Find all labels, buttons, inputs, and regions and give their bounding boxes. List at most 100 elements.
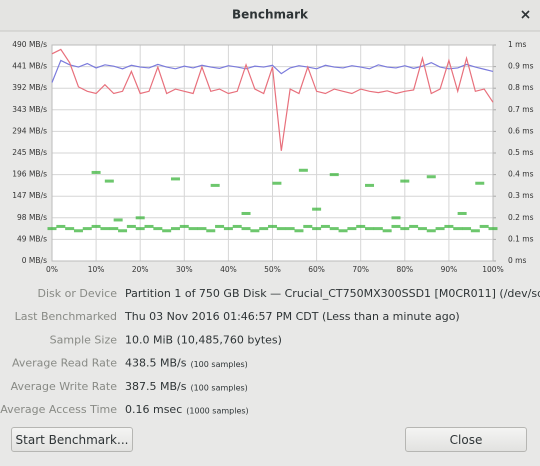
access-time-point bbox=[373, 227, 383, 231]
detail-value: 387.5 MB/s bbox=[125, 380, 187, 393]
access-time-point bbox=[215, 224, 225, 228]
detail-label: Disk or Device bbox=[38, 287, 118, 300]
x-tick-label: 80% bbox=[396, 265, 413, 274]
access-time-point bbox=[488, 227, 498, 231]
x-tick-label: 40% bbox=[220, 265, 237, 274]
access-time-point bbox=[276, 227, 286, 231]
access-time-point bbox=[91, 170, 101, 174]
access-time-point bbox=[409, 224, 419, 228]
access-time-point bbox=[188, 227, 198, 231]
y-tick-label: 0 MB/s bbox=[22, 256, 47, 265]
detail-label: Last Benchmarked bbox=[15, 310, 117, 323]
detail-value: 438.5 MB/s bbox=[125, 357, 187, 370]
access-time-point bbox=[298, 168, 308, 172]
access-time-point bbox=[100, 227, 110, 231]
detail-value: Thu 03 Nov 2016 01:46:57 PM CDT (Less th… bbox=[124, 310, 460, 323]
access-time-point bbox=[144, 224, 154, 228]
title-bar bbox=[0, 0, 540, 31]
access-time-point bbox=[400, 179, 410, 183]
access-time-point bbox=[73, 229, 83, 233]
access-time-point bbox=[426, 175, 436, 179]
detail-note: (1000 samples) bbox=[186, 407, 248, 416]
window-title: Benchmark bbox=[232, 8, 309, 22]
x-tick-label: 90% bbox=[441, 265, 458, 274]
y-tick-label: 294 MB/s bbox=[12, 126, 47, 135]
y2-tick-label: 0.4 ms bbox=[508, 170, 534, 179]
details: Disk or Device Partition 1 of 750 GB Disk… bbox=[0, 287, 540, 416]
detail-value: 10.0 MiB (10,485,760 bytes) bbox=[125, 333, 282, 346]
access-time-point bbox=[179, 224, 189, 228]
access-time-point bbox=[365, 227, 375, 231]
line-series bbox=[51, 48, 494, 151]
y-tick-label: 98 MB/s bbox=[17, 213, 47, 222]
access-time-point bbox=[303, 224, 313, 228]
y-tick-label: 245 MB/s bbox=[12, 148, 47, 157]
close-button[interactable]: Close bbox=[405, 427, 527, 452]
close-icon[interactable] bbox=[521, 10, 530, 19]
access-time-point bbox=[241, 227, 251, 231]
access-time-point bbox=[153, 227, 163, 231]
access-time-point bbox=[329, 227, 339, 231]
access-time-point bbox=[135, 227, 145, 231]
x-tick-label: 30% bbox=[176, 265, 193, 274]
access-time-point bbox=[65, 227, 75, 231]
access-time-point bbox=[479, 224, 489, 228]
y2-tick-label: 1 ms bbox=[508, 40, 526, 49]
access-time-point bbox=[470, 229, 480, 233]
y-tick-label: 343 MB/s bbox=[12, 105, 47, 114]
plot-frame bbox=[51, 44, 494, 262]
access-time-point bbox=[126, 224, 136, 228]
access-time-point bbox=[82, 227, 92, 231]
y-tick-label: 490 MB/s bbox=[12, 40, 47, 49]
access-time-point bbox=[453, 227, 463, 231]
access-time-point bbox=[444, 224, 454, 228]
y-tick-label: 392 MB/s bbox=[12, 83, 47, 92]
access-time-point bbox=[272, 181, 282, 185]
access-time-point bbox=[47, 227, 57, 231]
access-time-point bbox=[391, 216, 401, 220]
access-time-point bbox=[118, 229, 128, 233]
detail-note: (100 samples) bbox=[190, 360, 247, 369]
access-time-point bbox=[135, 216, 145, 220]
access-time-point bbox=[356, 224, 366, 228]
x-tick-label: 10% bbox=[88, 265, 105, 274]
access-time-point bbox=[206, 229, 216, 233]
access-time-point bbox=[312, 227, 322, 231]
access-time-point bbox=[268, 224, 277, 228]
y2-tick-label: 0.9 ms bbox=[508, 62, 534, 71]
access-time-point bbox=[109, 227, 119, 231]
detail-label: Average Write Rate bbox=[11, 380, 118, 393]
access-time-point bbox=[329, 173, 339, 177]
access-time-point bbox=[232, 224, 242, 228]
y2-tick-label: 0 ms bbox=[508, 256, 526, 265]
access-time-point bbox=[426, 229, 436, 233]
start-benchmark-button[interactable]: Start Benchmark... bbox=[11, 427, 133, 452]
y2-tick-label: 0.6 ms bbox=[508, 126, 534, 135]
y2-tick-label: 0.2 ms bbox=[508, 213, 534, 222]
access-time-point bbox=[170, 177, 180, 181]
detail-label: Sample Size bbox=[50, 333, 118, 346]
y2-tick-label: 0.8 ms bbox=[508, 83, 534, 92]
access-time-point bbox=[400, 227, 410, 231]
access-time-point bbox=[475, 181, 485, 185]
y2-tick-label: 0.5 ms bbox=[508, 148, 534, 157]
x-tick-label: 50% bbox=[264, 265, 281, 274]
access-time-point bbox=[113, 218, 123, 222]
access-time-point bbox=[285, 227, 295, 231]
y2-tick-label: 0.1 ms bbox=[508, 234, 534, 243]
access-time-point bbox=[56, 224, 66, 228]
y2-tick-label: 0.7 ms bbox=[508, 105, 534, 114]
access-time-point bbox=[104, 179, 114, 183]
detail-note: (100 samples) bbox=[190, 383, 247, 392]
access-time-point bbox=[391, 224, 401, 228]
access-time-point bbox=[338, 229, 348, 233]
y-tick-label: 196 MB/s bbox=[12, 170, 47, 179]
access-time-point bbox=[259, 227, 269, 231]
access-time-point bbox=[223, 227, 233, 231]
access-time-point bbox=[435, 227, 445, 231]
access-time-point bbox=[382, 229, 392, 233]
y-tick-label: 147 MB/s bbox=[12, 191, 47, 200]
detail-label: Average Read Rate bbox=[12, 357, 117, 370]
x-tick-label: 0% bbox=[46, 265, 58, 274]
